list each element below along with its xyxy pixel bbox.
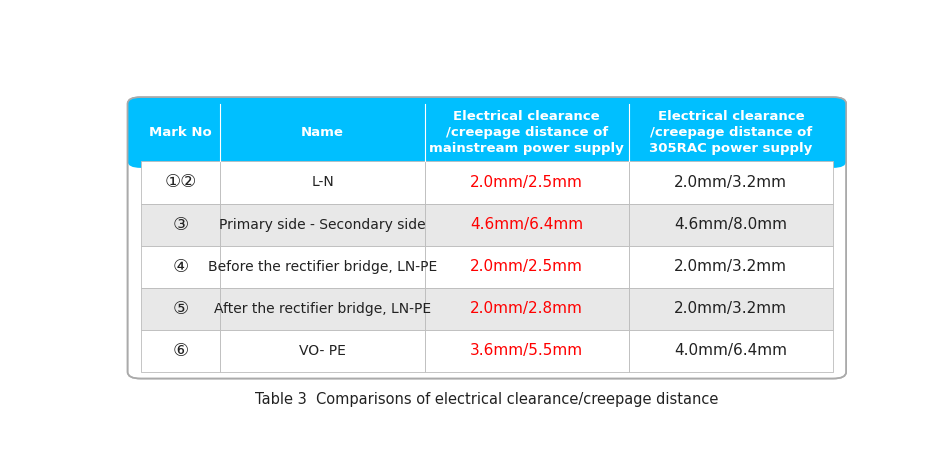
Text: ④: ④ (173, 258, 189, 276)
FancyBboxPatch shape (220, 288, 425, 330)
Text: 2.0mm/3.2mm: 2.0mm/3.2mm (674, 301, 788, 317)
FancyBboxPatch shape (220, 203, 425, 246)
Text: 4.6mm/6.4mm: 4.6mm/6.4mm (470, 217, 583, 232)
FancyBboxPatch shape (220, 330, 425, 372)
FancyBboxPatch shape (141, 330, 220, 372)
Text: Table 3  Comparisons of electrical clearance/creepage distance: Table 3 Comparisons of electrical cleara… (256, 392, 718, 407)
FancyBboxPatch shape (629, 330, 833, 372)
FancyBboxPatch shape (220, 162, 425, 203)
FancyBboxPatch shape (127, 97, 846, 379)
Text: ⑤: ⑤ (173, 300, 189, 318)
Text: 2.0mm/3.2mm: 2.0mm/3.2mm (674, 175, 788, 190)
Text: 4.6mm/8.0mm: 4.6mm/8.0mm (674, 217, 788, 232)
Text: Before the rectifier bridge, LN-PE: Before the rectifier bridge, LN-PE (208, 260, 437, 274)
FancyBboxPatch shape (425, 203, 629, 246)
FancyBboxPatch shape (629, 162, 833, 203)
FancyBboxPatch shape (141, 162, 220, 203)
FancyBboxPatch shape (141, 246, 220, 288)
FancyBboxPatch shape (629, 288, 833, 330)
Text: Electrical clearance
/creepage distance of
mainstream power supply: Electrical clearance /creepage distance … (429, 110, 624, 155)
FancyBboxPatch shape (425, 246, 629, 288)
FancyBboxPatch shape (425, 162, 629, 203)
FancyBboxPatch shape (141, 132, 833, 162)
FancyBboxPatch shape (629, 246, 833, 288)
Text: ①②: ①② (164, 173, 197, 191)
Text: After the rectifier bridge, LN-PE: After the rectifier bridge, LN-PE (214, 302, 431, 316)
Text: 3.6mm/5.5mm: 3.6mm/5.5mm (470, 343, 583, 358)
Text: ③: ③ (173, 216, 189, 234)
Text: 4.0mm/6.4mm: 4.0mm/6.4mm (674, 343, 788, 358)
Text: Mark No: Mark No (149, 126, 212, 139)
FancyBboxPatch shape (220, 246, 425, 288)
Text: VO- PE: VO- PE (299, 344, 346, 358)
Text: Electrical clearance
/creepage distance of
305RAC power supply: Electrical clearance /creepage distance … (649, 110, 812, 155)
Text: 2.0mm/3.2mm: 2.0mm/3.2mm (674, 259, 788, 274)
Text: L-N: L-N (312, 175, 333, 189)
Text: ⑥: ⑥ (173, 342, 189, 360)
Text: 2.0mm/2.5mm: 2.0mm/2.5mm (470, 259, 583, 274)
FancyBboxPatch shape (141, 203, 220, 246)
FancyBboxPatch shape (425, 288, 629, 330)
FancyBboxPatch shape (127, 97, 846, 168)
FancyBboxPatch shape (425, 330, 629, 372)
FancyBboxPatch shape (629, 203, 833, 246)
Text: Name: Name (301, 126, 344, 139)
Text: 2.0mm/2.8mm: 2.0mm/2.8mm (470, 301, 583, 317)
Text: Primary side - Secondary side: Primary side - Secondary side (219, 218, 426, 232)
Text: 2.0mm/2.5mm: 2.0mm/2.5mm (470, 175, 583, 190)
FancyBboxPatch shape (141, 288, 220, 330)
